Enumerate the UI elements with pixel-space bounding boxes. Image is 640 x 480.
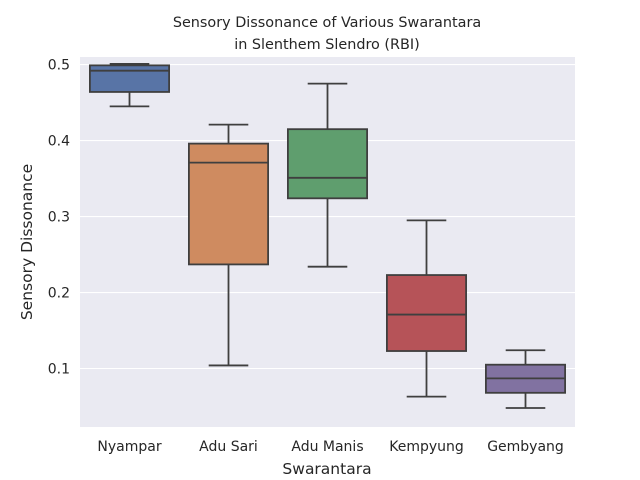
chart-title-line-2: in Slenthem Slendro (RBI) (234, 37, 420, 53)
y-tick-label: 0.4 (48, 134, 70, 150)
x-tick-label: Nyampar (97, 439, 161, 455)
box-gembyang (484, 349, 566, 409)
box-kempyung (385, 219, 467, 398)
iqr-box (89, 64, 170, 93)
x-tick-label: Kempyung (389, 439, 464, 455)
x-tick-label: Adu Manis (291, 439, 363, 455)
boxes-layer (89, 62, 566, 409)
y-tick-label: 0.5 (48, 58, 70, 74)
x-tick-label: Adu Sari (199, 439, 258, 455)
y-axis-label: Sensory Dissonance (18, 164, 36, 320)
y-tick-label: 0.1 (48, 361, 70, 377)
iqr-box (286, 128, 368, 200)
box-adu-sari (187, 123, 269, 367)
box-nyampar (89, 62, 170, 108)
y-tick-label: 0.2 (48, 286, 70, 302)
y-tick-labels: 0.1 0.2 0.3 0.4 0.5 (48, 58, 70, 378)
iqr-box (187, 142, 269, 266)
x-tick-label: Gembyang (487, 439, 564, 455)
y-tick-label: 0.3 (48, 210, 70, 226)
iqr-box (385, 274, 467, 352)
x-tick-labels: Nyampar Adu Sari Adu Manis Kempyung Gembyang (97, 439, 563, 455)
chart-title-line-1: Sensory Dissonance of Various Swarantara (173, 15, 481, 31)
box-adu-manis (286, 82, 368, 268)
x-axis-label: Swarantara (282, 460, 371, 478)
